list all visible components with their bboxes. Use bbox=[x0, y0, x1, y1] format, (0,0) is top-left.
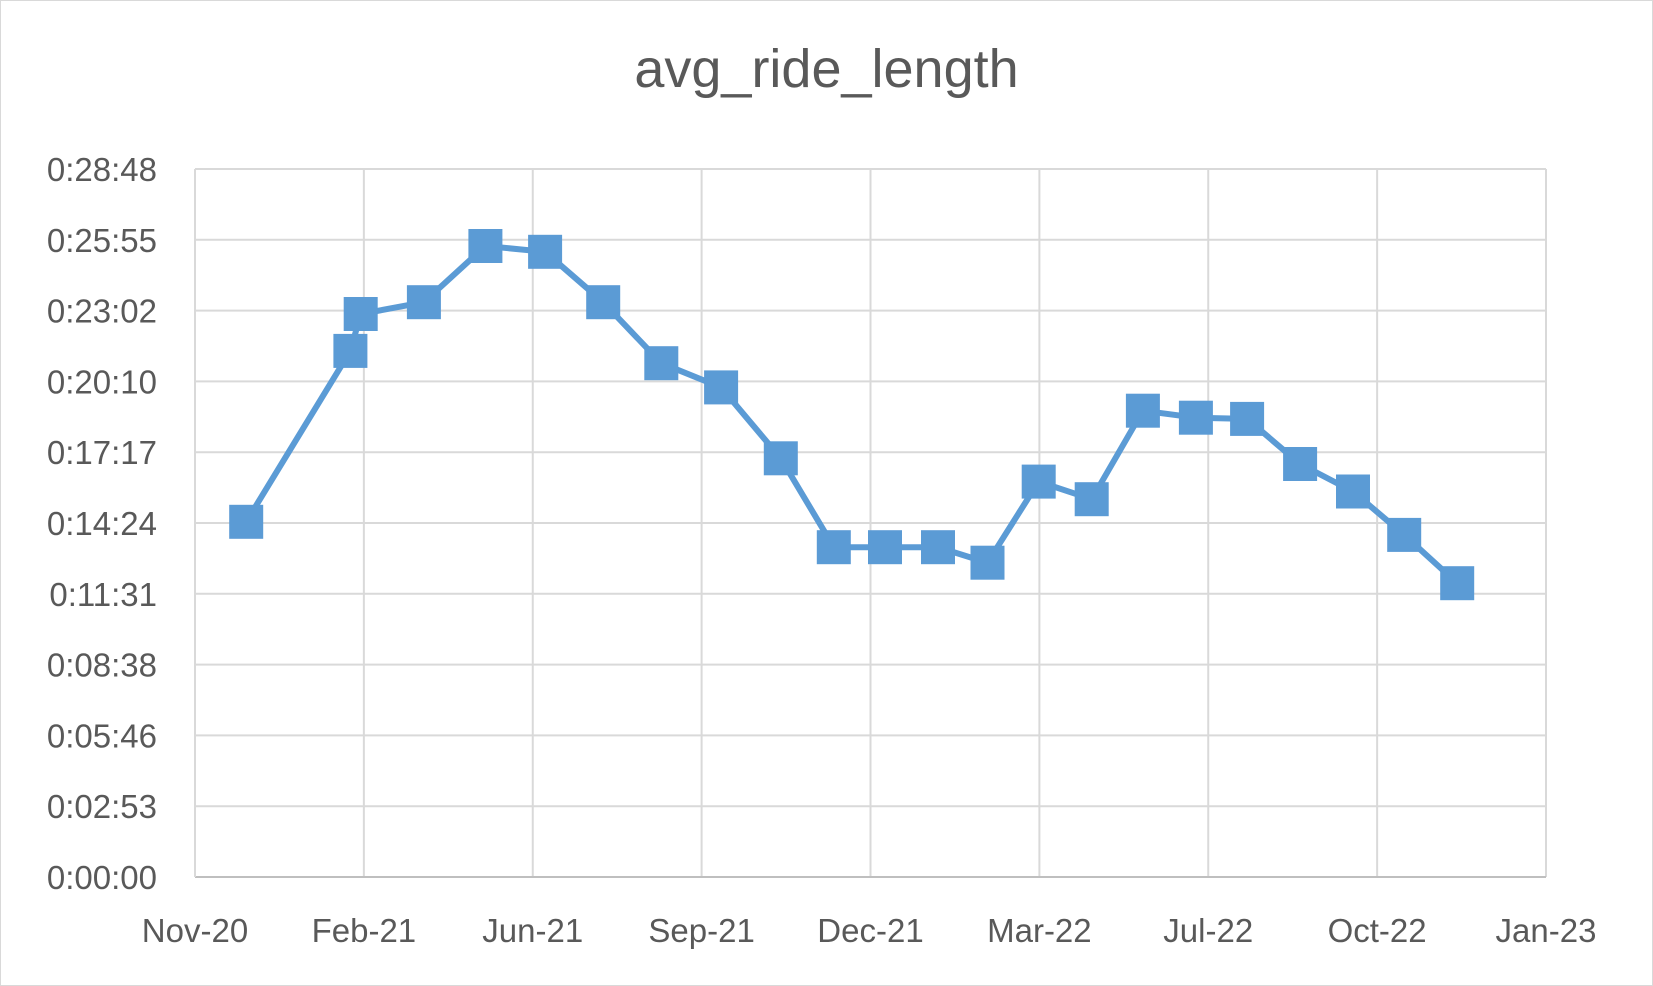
data-point-marker bbox=[1283, 447, 1318, 481]
data-point-marker bbox=[1178, 400, 1213, 435]
data-point-marker bbox=[1387, 517, 1422, 552]
y-tick-label: 0:23:02 bbox=[47, 293, 157, 330]
gridlines bbox=[195, 168, 1547, 877]
data-point-marker bbox=[921, 530, 955, 565]
x-tick-label: Oct-22 bbox=[1328, 912, 1427, 949]
x-tick-label: Feb-21 bbox=[312, 912, 417, 949]
data-point-marker bbox=[333, 333, 368, 368]
data-point-marker bbox=[1125, 393, 1160, 428]
y-tick-label: 0:02:53 bbox=[47, 788, 157, 825]
x-tick-label: Dec-21 bbox=[817, 912, 923, 949]
data-point-marker bbox=[1336, 474, 1370, 509]
data-point-marker bbox=[343, 297, 378, 331]
y-tick-label: 0:17:17 bbox=[47, 434, 157, 471]
y-axis-tick-labels: 0:00:00 0:02:53 0:05:46 0:08:38 0:11:31 0:14:… bbox=[47, 151, 157, 896]
data-point-marker bbox=[1074, 482, 1109, 517]
x-tick-label: Jun-21 bbox=[482, 912, 583, 949]
x-tick-label: Jul-22 bbox=[1163, 912, 1253, 949]
data-point-marker bbox=[528, 234, 563, 269]
data-point-marker bbox=[970, 545, 1005, 580]
chart-title: avg_ride_length bbox=[634, 39, 1019, 99]
data-point-marker bbox=[468, 229, 503, 263]
data-point-marker bbox=[229, 504, 264, 539]
axes bbox=[194, 169, 1546, 878]
data-point-marker bbox=[586, 285, 621, 320]
series-ride-length bbox=[229, 229, 1475, 601]
data-point-marker bbox=[704, 370, 739, 405]
y-tick-label: 0:20:10 bbox=[47, 363, 157, 400]
y-tick-label: 0:00:00 bbox=[47, 859, 157, 896]
x-tick-label: Nov-20 bbox=[142, 912, 248, 949]
data-point-marker bbox=[868, 530, 902, 565]
y-tick-label: 0:11:31 bbox=[49, 576, 157, 613]
y-tick-label: 0:05:46 bbox=[47, 717, 157, 754]
data-point-marker bbox=[644, 346, 679, 381]
y-tick-label: 0:25:55 bbox=[47, 222, 157, 259]
y-tick-label: 0:08:38 bbox=[47, 647, 157, 684]
x-axis-tick-labels: Nov-20 Feb-21 Jun-21 Sep-21 Dec-21 Mar-22 Jul-… bbox=[142, 912, 1597, 949]
data-point-marker bbox=[1440, 566, 1475, 601]
y-tick-label: 0:28:48 bbox=[47, 151, 157, 188]
data-point-marker bbox=[1021, 464, 1056, 499]
data-point-marker bbox=[816, 530, 851, 565]
data-point-marker bbox=[763, 441, 798, 476]
x-tick-label: Sep-21 bbox=[648, 912, 754, 949]
data-point-marker bbox=[1230, 401, 1265, 436]
data-point-marker bbox=[406, 285, 441, 320]
y-tick-label: 0:14:24 bbox=[47, 505, 157, 542]
x-tick-label: Jan-23 bbox=[1496, 912, 1597, 949]
x-tick-label: Mar-22 bbox=[987, 912, 1092, 949]
